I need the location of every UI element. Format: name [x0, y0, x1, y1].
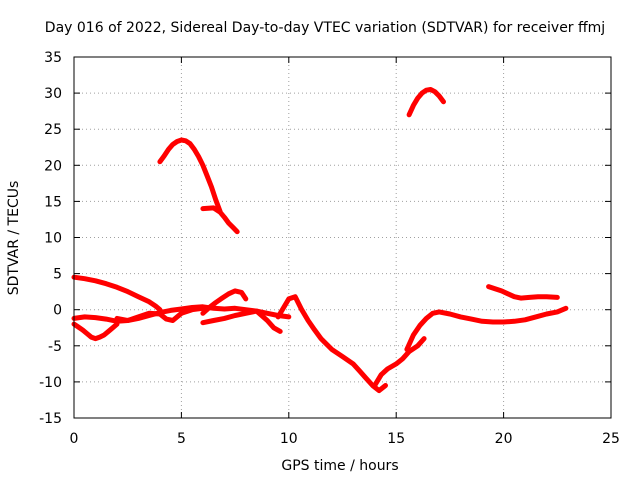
x-axis-title: GPS time / hours — [281, 458, 398, 474]
x-tick-label: 20 — [495, 431, 513, 447]
series-line-arc-13 — [486, 284, 560, 301]
x-tick-label: 10 — [280, 431, 298, 447]
series-line-arc-6 — [114, 305, 206, 323]
y-axis-title: SDTVAR / TECUs — [6, 181, 22, 296]
y-tick-label: -15 — [39, 411, 62, 427]
series-line-arc-8 — [200, 308, 283, 334]
y-tick-label: 30 — [44, 86, 62, 102]
y-tick-label: 15 — [44, 194, 62, 210]
y-tick-label: 25 — [44, 122, 62, 138]
y-tick-label: 35 — [44, 50, 62, 66]
series-line-arc-3 — [200, 205, 240, 235]
x-tick-label: 25 — [602, 431, 620, 447]
series-line-arc-7 — [200, 288, 249, 316]
axis-layer: 0 5 10 15 20 25 -15 -10 -5 0 5 10 15 20 25 30 35 — [39, 50, 620, 447]
x-tick-label: 15 — [387, 431, 405, 447]
series-line-arc-9 — [275, 294, 388, 394]
series-line-arc-4 — [71, 321, 120, 342]
y-tick-label: -5 — [48, 339, 62, 355]
y-tick-label: 5 — [53, 267, 62, 283]
y-tick-label: 0 — [53, 303, 62, 319]
series-line-arc-1 — [71, 274, 163, 313]
series-line-arc-2 — [157, 137, 223, 214]
series-line-arc-10 — [372, 336, 427, 388]
y-tick-label: -10 — [39, 375, 62, 391]
y-tick-label: 20 — [44, 158, 62, 174]
x-tick-label: 5 — [177, 431, 186, 447]
chart-title: Day 016 of 2022, Sidereal Day-to-day VTE… — [45, 20, 605, 36]
series-line-arc-12 — [406, 87, 446, 118]
series-line-arc-11 — [404, 305, 569, 352]
series-layer — [71, 87, 569, 394]
x-tick-label: 0 — [70, 431, 79, 447]
grid-layer — [74, 57, 611, 418]
y-tick-label: 10 — [44, 231, 62, 247]
